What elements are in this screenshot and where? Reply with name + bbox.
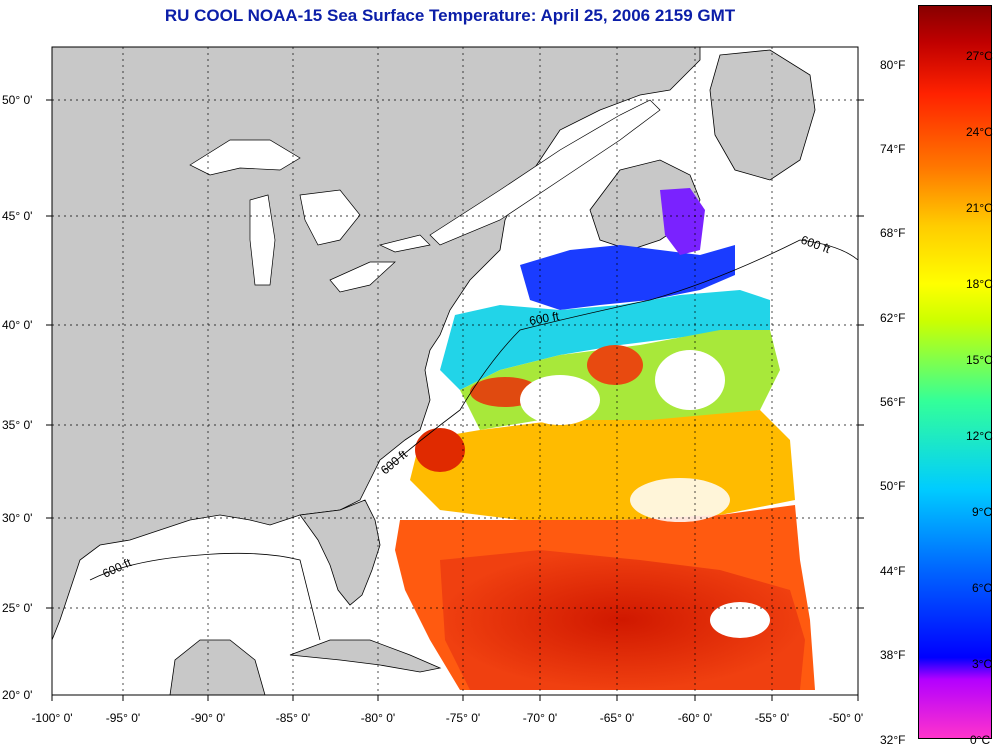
lon-label-85: -85° 0' xyxy=(276,711,310,725)
lon-label-65: -65° 0' xyxy=(600,711,634,725)
lat-label-40: 40° 0' xyxy=(2,318,32,332)
sst-cold-region xyxy=(520,245,735,310)
cloud-patch-1 xyxy=(520,375,600,425)
florida-land xyxy=(299,499,381,606)
lon-label-90: -90° 0' xyxy=(191,711,225,725)
cloud-patch-3 xyxy=(710,602,770,638)
isobath-600ft xyxy=(89,552,321,641)
lon-label-80: -80° 0' xyxy=(361,711,395,725)
lat-label-25: 25° 0' xyxy=(2,601,32,615)
isobath-600ft-atlantic xyxy=(384,239,858,471)
lake-superior xyxy=(189,139,301,176)
cuba-land xyxy=(289,639,442,673)
sst-purple-region xyxy=(660,188,705,255)
lat-label-45: 45° 0' xyxy=(2,209,32,223)
gulf-stream-eddy-3 xyxy=(587,345,643,385)
lat-label-20: 20° 0' xyxy=(2,688,32,702)
newfoundland-land xyxy=(709,49,816,181)
lake-ontario xyxy=(378,234,431,253)
lon-label-95: -95° 0' xyxy=(106,711,140,725)
sst-hottest-region xyxy=(440,550,805,690)
lon-label-75: -75° 0' xyxy=(446,711,480,725)
map-border xyxy=(51,46,859,696)
graticule xyxy=(52,47,858,695)
st-lawrence xyxy=(429,99,661,246)
lat-label-35: 35° 0' xyxy=(2,418,32,432)
lake-michigan xyxy=(249,194,276,286)
north-america-land xyxy=(52,47,701,641)
isobath-label-shelf: 600 ft xyxy=(528,309,561,328)
cloud-patch-4 xyxy=(630,478,730,522)
sst-cool-region xyxy=(440,290,770,390)
lat-label-50: 50° 0' xyxy=(2,93,32,107)
gulf-stream-eddy-1 xyxy=(415,428,465,472)
lake-huron xyxy=(299,189,361,246)
temperature-colorbar xyxy=(918,5,992,739)
lon-label-70: -70° 0' xyxy=(523,711,557,725)
lat-label-30: 30° 0' xyxy=(2,511,32,525)
map-title: RU COOL NOAA-15 Sea Surface Temperature:… xyxy=(164,6,736,25)
lon-label-55: -55° 0' xyxy=(755,711,789,725)
yucatan-land xyxy=(169,639,266,695)
cloud-patch-2 xyxy=(655,350,725,410)
lake-erie xyxy=(329,261,396,293)
lon-label-50: -50° 0' xyxy=(829,711,863,725)
axis-ticks xyxy=(46,99,864,701)
lon-label-60: -60° 0' xyxy=(678,711,712,725)
lon-label-100: -100° 0' xyxy=(31,711,72,725)
